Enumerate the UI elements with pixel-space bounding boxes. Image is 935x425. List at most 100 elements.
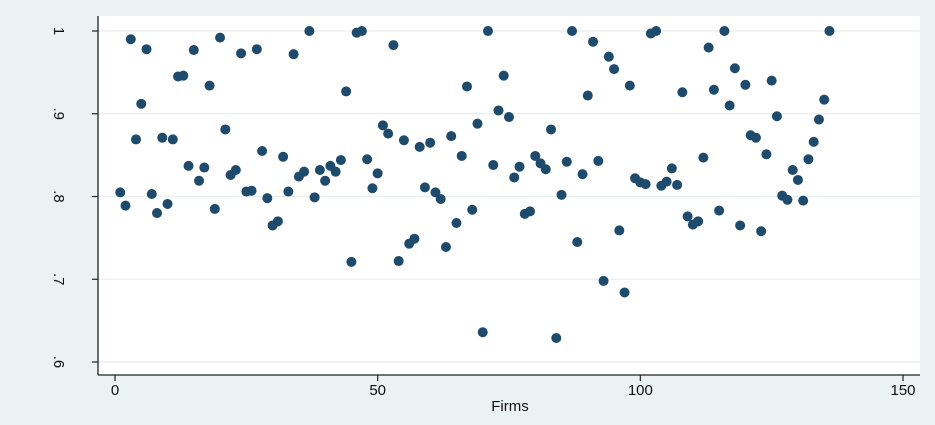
data-point bbox=[299, 166, 310, 177]
data-point bbox=[588, 36, 599, 47]
x-tick-label-3: 150 bbox=[890, 382, 915, 399]
data-point bbox=[157, 132, 168, 143]
data-point bbox=[419, 182, 430, 193]
data-point bbox=[120, 200, 131, 211]
data-point bbox=[283, 186, 294, 197]
data-point bbox=[698, 152, 709, 163]
data-point bbox=[435, 193, 446, 204]
data-point bbox=[188, 45, 199, 56]
plot-area bbox=[98, 16, 920, 375]
data-point bbox=[204, 80, 215, 91]
data-point bbox=[446, 131, 457, 142]
data-point bbox=[792, 174, 803, 185]
data-point bbox=[141, 44, 152, 55]
gridlines bbox=[98, 30, 920, 363]
data-point bbox=[598, 275, 609, 286]
data-point bbox=[651, 26, 662, 36]
data-point bbox=[556, 189, 567, 200]
data-point bbox=[409, 233, 420, 244]
data-point bbox=[372, 168, 383, 179]
data-point bbox=[125, 34, 136, 45]
data-point bbox=[383, 128, 394, 139]
data-point bbox=[456, 150, 467, 161]
data-point bbox=[367, 183, 378, 194]
data-point bbox=[624, 80, 635, 91]
data-point bbox=[236, 48, 247, 59]
data-point bbox=[567, 26, 578, 36]
data-point bbox=[703, 42, 714, 53]
data-point bbox=[750, 132, 761, 143]
data-point bbox=[346, 256, 357, 267]
data-point bbox=[614, 225, 625, 236]
data-point bbox=[540, 164, 551, 175]
data-point bbox=[393, 256, 404, 267]
data-point bbox=[735, 220, 746, 231]
data-point bbox=[672, 179, 683, 190]
data-point bbox=[609, 64, 620, 75]
data-point bbox=[766, 75, 777, 86]
data-point bbox=[220, 124, 231, 135]
data-point bbox=[467, 204, 478, 215]
data-point bbox=[162, 198, 173, 209]
data-point bbox=[719, 26, 730, 36]
data-point bbox=[798, 195, 809, 206]
data-point bbox=[740, 79, 751, 90]
data-point bbox=[693, 216, 704, 227]
data-point bbox=[209, 203, 220, 214]
data-point bbox=[582, 90, 593, 101]
data-point bbox=[714, 205, 725, 216]
data-point bbox=[603, 51, 614, 62]
axes bbox=[97, 16, 920, 376]
data-point bbox=[546, 124, 557, 135]
data-point bbox=[472, 118, 483, 129]
data-point bbox=[493, 105, 504, 116]
data-point bbox=[451, 217, 462, 228]
data-point bbox=[461, 81, 472, 92]
data-point bbox=[388, 40, 399, 51]
x-tick-label-1: 50 bbox=[369, 382, 386, 399]
data-point bbox=[593, 155, 604, 166]
data-point bbox=[288, 49, 299, 60]
data-point bbox=[230, 165, 241, 176]
data-point bbox=[824, 26, 835, 36]
data-point bbox=[761, 149, 772, 160]
data-point bbox=[708, 84, 719, 95]
data-point bbox=[398, 135, 409, 146]
data-point bbox=[572, 237, 583, 248]
data-point bbox=[272, 216, 283, 227]
data-point bbox=[514, 161, 525, 172]
data-point bbox=[724, 100, 735, 111]
data-point bbox=[136, 98, 147, 109]
data-point bbox=[530, 150, 541, 161]
data-point bbox=[309, 192, 320, 203]
data-point bbox=[194, 175, 205, 186]
data-point bbox=[525, 206, 536, 217]
y-tick-label-4: 1 bbox=[50, 27, 67, 35]
data-point bbox=[771, 111, 782, 122]
data-point bbox=[577, 169, 588, 180]
data-point bbox=[504, 112, 514, 123]
data-point bbox=[262, 193, 273, 204]
data-point bbox=[251, 44, 262, 55]
data-point bbox=[682, 211, 693, 222]
data-point bbox=[246, 185, 257, 196]
data-point bbox=[257, 145, 268, 156]
y-tick-label-0: .6 bbox=[50, 356, 67, 369]
y-tick-label-3: .9 bbox=[50, 107, 67, 120]
data-point bbox=[661, 176, 672, 187]
data-point bbox=[561, 156, 572, 167]
data-point bbox=[640, 179, 651, 190]
y-tick-label-2: .8 bbox=[50, 190, 67, 203]
data-point bbox=[488, 160, 499, 171]
data-point bbox=[131, 134, 142, 145]
data-point bbox=[551, 333, 562, 344]
data-point bbox=[425, 137, 436, 148]
data-point bbox=[813, 114, 824, 125]
data-point bbox=[808, 136, 819, 147]
data-point bbox=[819, 94, 830, 105]
data-point bbox=[215, 32, 226, 43]
data-point bbox=[167, 134, 178, 145]
data-point bbox=[356, 26, 367, 36]
y-tick-label-1: .7 bbox=[50, 273, 67, 286]
